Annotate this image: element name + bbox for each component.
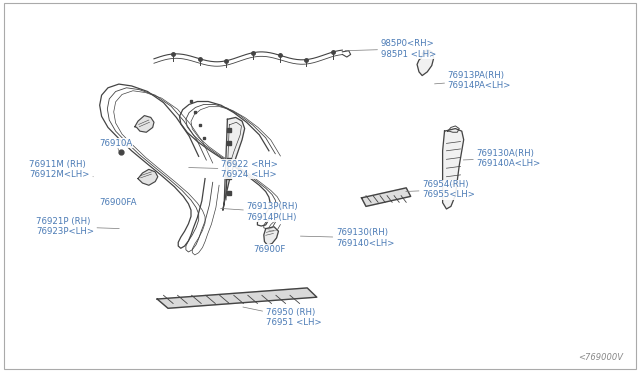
Text: 985P0<RH>
985P1 <LH>: 985P0<RH> 985P1 <LH> bbox=[345, 39, 436, 58]
Text: <769000V: <769000V bbox=[579, 353, 623, 362]
Polygon shape bbox=[443, 129, 464, 209]
Text: 76922 <RH>
76924 <LH>: 76922 <RH> 76924 <LH> bbox=[189, 160, 278, 179]
Polygon shape bbox=[362, 188, 411, 206]
Text: 76921P (RH)
76923P<LH>: 76921P (RH) 76923P<LH> bbox=[36, 217, 119, 237]
Text: 76950 (RH)
76951 <LH>: 76950 (RH) 76951 <LH> bbox=[243, 307, 321, 327]
Text: 769130A(RH)
769140A<LH>: 769130A(RH) 769140A<LH> bbox=[463, 148, 541, 168]
Polygon shape bbox=[135, 116, 154, 132]
Text: 76954(RH)
76955<LH>: 76954(RH) 76955<LH> bbox=[406, 180, 475, 199]
Polygon shape bbox=[417, 49, 434, 76]
Text: 76913P(RH)
76914P(LH): 76913P(RH) 76914P(LH) bbox=[221, 202, 298, 222]
Text: 76910A: 76910A bbox=[100, 139, 133, 151]
Polygon shape bbox=[223, 118, 244, 210]
Polygon shape bbox=[138, 169, 158, 185]
Text: 76900F: 76900F bbox=[253, 244, 285, 253]
Text: 76913PA(RH)
76914PA<LH>: 76913PA(RH) 76914PA<LH> bbox=[435, 71, 511, 90]
Text: 76900FA: 76900FA bbox=[100, 198, 137, 207]
Polygon shape bbox=[264, 227, 278, 245]
Text: 769130(RH)
769140<LH>: 769130(RH) 769140<LH> bbox=[300, 228, 394, 248]
Text: 76911M (RH)
76912M<LH>: 76911M (RH) 76912M<LH> bbox=[29, 160, 93, 179]
Polygon shape bbox=[157, 288, 317, 308]
